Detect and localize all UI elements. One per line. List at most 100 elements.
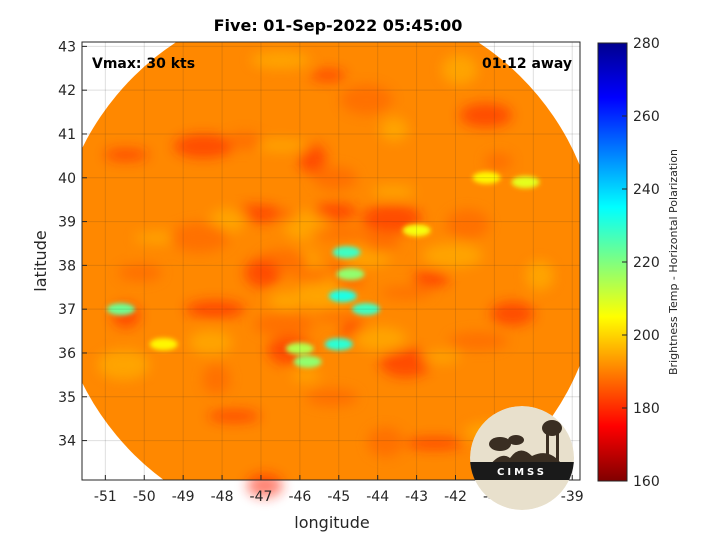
swath-feature	[472, 171, 501, 184]
x-axis-label: longitude	[294, 513, 369, 532]
x-tick-label: -51	[94, 489, 117, 505]
water-tower-leg	[546, 432, 549, 468]
x-tick-label: -49	[172, 489, 195, 505]
texture-patch	[441, 54, 478, 85]
y-tick-label: 37	[58, 302, 76, 318]
texture-patch	[255, 139, 308, 152]
swath-feature	[402, 224, 431, 237]
satellite-dish-icon-2	[508, 435, 524, 445]
brightness-temperature-swath	[82, 42, 580, 498]
colorbar-tick-label: 180	[633, 401, 660, 417]
logo-label: CIMSS	[497, 467, 547, 478]
swath-feature	[336, 268, 365, 281]
swath-feature	[293, 355, 322, 368]
texture-patch	[188, 330, 233, 355]
texture-patch	[363, 229, 400, 254]
y-tick-label: 39	[58, 215, 76, 231]
texture-patch	[306, 388, 359, 407]
swath-feature	[328, 290, 357, 303]
water-tower-icon	[542, 420, 562, 436]
texture-patch	[313, 308, 358, 321]
texture-patch	[298, 143, 327, 174]
texture-patch	[379, 347, 432, 378]
water-tower-leg-2	[556, 432, 559, 468]
texture-patch	[309, 227, 370, 240]
texture-patch	[340, 84, 393, 115]
texture-patch	[312, 202, 357, 221]
x-tick-label: -44	[366, 489, 389, 505]
y-tick-label: 38	[58, 258, 76, 274]
texture-patch	[367, 427, 404, 458]
colorbar: 160 180 200 220 240 260 280 Brightness Temp - …	[597, 36, 680, 490]
x-tick-label: -50	[133, 489, 156, 505]
texture-patch	[208, 410, 261, 423]
colorbar-tick-label: 220	[633, 255, 660, 271]
swath-feature	[511, 176, 540, 189]
plot-area: -51-50-49-48-47-46-45-44-43-42-41-40-39 …	[58, 39, 583, 505]
y-axis-label: latitude	[31, 230, 50, 291]
y-tick-label: 40	[58, 171, 76, 187]
texture-patch	[104, 148, 149, 161]
colorbar-tick-label: 260	[633, 109, 660, 125]
swath-feature	[332, 246, 361, 259]
texture-patch	[404, 437, 465, 450]
colorbar-tick-label: 160	[633, 474, 660, 490]
swath-feature	[324, 338, 353, 351]
texture-patch	[292, 369, 321, 382]
texture-patch	[380, 117, 409, 142]
x-tick-label: -48	[211, 489, 234, 505]
texture-patch	[313, 166, 358, 191]
texture-patch	[448, 331, 509, 350]
swath-feature	[285, 342, 314, 355]
swath-feature	[106, 303, 135, 316]
y-tick-label: 43	[58, 39, 76, 55]
texture-patch	[169, 222, 230, 253]
y-tick-label: 36	[58, 346, 76, 362]
texture-patch	[253, 312, 314, 337]
y-axis-ticks: 34 35 36 37 38 39 40 41 42 43	[58, 39, 87, 450]
texture-patch	[293, 271, 330, 284]
texture-patch	[268, 291, 305, 310]
swath-texture	[97, 51, 554, 498]
cimss-logo: CIMSS	[470, 406, 574, 510]
texture-patch	[310, 69, 347, 82]
texture-patch	[250, 51, 311, 70]
texture-patch	[490, 301, 535, 326]
texture-patch	[97, 349, 150, 380]
swath-feature	[149, 338, 178, 351]
texture-patch	[226, 131, 263, 150]
texture-patch	[354, 326, 407, 351]
x-tick-label: -43	[405, 489, 428, 505]
chart-title: Five: 01-Sep-2022 05:45:00	[214, 16, 463, 35]
colorbar-label: Brightness Temp - Horizontal Polarizatio…	[667, 149, 680, 375]
grid-lines	[82, 42, 580, 480]
swath-features	[106, 171, 540, 368]
texture-patch	[459, 103, 512, 128]
texture-patch	[185, 300, 246, 319]
y-tick-label: 35	[58, 390, 76, 406]
y-tick-label: 42	[58, 83, 76, 99]
texture-patch	[422, 243, 483, 268]
x-tick-label: -42	[444, 489, 467, 505]
texture-patch	[484, 152, 513, 171]
texture-patch	[118, 263, 163, 282]
vmax-annotation: Vmax: 30 kts	[92, 56, 195, 72]
swath-feature	[352, 303, 381, 316]
texture-patch	[244, 258, 281, 289]
colorbar-tick-label: 280	[633, 36, 660, 52]
x-tick-label: -47	[250, 489, 273, 505]
x-tick-label: -45	[327, 489, 350, 505]
texture-patch	[423, 351, 460, 364]
texture-patch	[413, 269, 450, 288]
texture-patch	[445, 209, 490, 240]
y-tick-label: 41	[58, 127, 76, 143]
texture-patch	[380, 286, 433, 299]
y-tick-label: 34	[58, 434, 76, 450]
x-tick-label: -46	[288, 489, 311, 505]
texture-patch	[202, 364, 231, 395]
texture-patch	[525, 260, 554, 291]
texture-patch	[371, 185, 416, 198]
texture-patch	[173, 134, 234, 159]
colorbar-tick-label: 200	[633, 328, 660, 344]
